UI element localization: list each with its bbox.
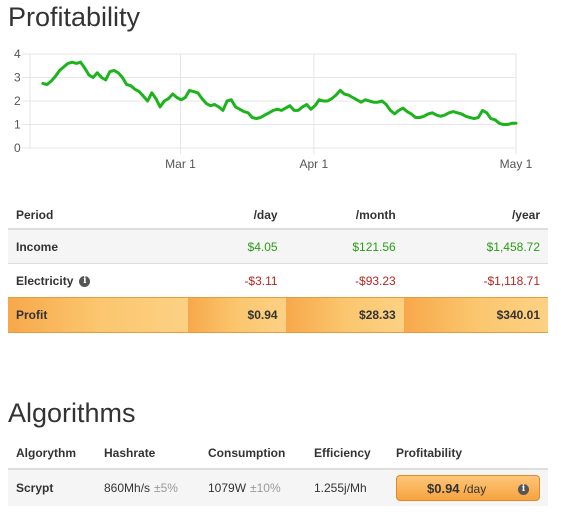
x-tick-label: Apr 1 <box>300 157 329 171</box>
profit-label: Profit <box>8 297 188 333</box>
y-tick-label: 2 <box>14 94 21 108</box>
efficiency-value[interactable]: 1.255j/Mh <box>306 469 388 506</box>
algorithms-heading: Algorithms <box>8 398 136 428</box>
hashrate-tolerance: ±5% <box>154 481 178 495</box>
electricity-year: -$1,118.71 <box>403 263 548 298</box>
algorithms-header-row: Algorythm Hashrate Consumption Efficienc… <box>8 438 548 470</box>
profit-row: Profit $0.94 $28.33 $340.01 <box>8 297 548 333</box>
algorythm-header: Algorythm <box>8 438 96 470</box>
consumption-value: 1079W <box>208 481 247 495</box>
income-row: Income $4.05 $121.56 $1,458.72 <box>8 228 548 264</box>
profitability-table: Period /day /month /year Income $4.05 $1… <box>8 202 548 333</box>
y-tick-label: 1 <box>14 118 21 132</box>
table-row: Scrypt 860Mh/s ±5% 1079W ±10% 1.255j/Mh $0… <box>8 469 548 506</box>
electricity-day: -$3.11 <box>187 263 286 298</box>
month-header: /month <box>285 202 404 230</box>
electricity-row: Electricity i -$3.11 -$93.23 -$1,118.71 <box>8 263 548 298</box>
profit-month: $28.33 <box>285 297 404 333</box>
day-header: /day <box>187 202 286 230</box>
income-day: $4.05 <box>187 228 286 264</box>
algorithm-name: Scrypt <box>8 469 96 506</box>
chart-y-ticks: 0 1 2 3 4 <box>14 47 21 155</box>
y-tick-label: 4 <box>14 47 21 61</box>
income-label: Income <box>8 228 188 264</box>
chart-x-ticks: Mar 1 Apr 1 May 1 <box>165 157 532 171</box>
period-header: Period <box>8 202 188 230</box>
profitability-badge[interactable]: $0.94/day i <box>396 475 540 501</box>
y-tick-label: 0 <box>14 141 21 155</box>
profit-day: $0.94 <box>187 297 286 333</box>
hashrate-cell: 860Mh/s ±5% <box>96 469 200 506</box>
year-header: /year <box>403 202 548 230</box>
profit-period: /day <box>463 482 487 496</box>
profitability-cell: $0.94/day i <box>388 469 548 506</box>
hashrate-value: 860Mh/s <box>104 481 151 495</box>
y-tick-label: 3 <box>14 71 21 85</box>
x-tick-label: May 1 <box>500 157 533 171</box>
algorithms-table: Algorythm Hashrate Consumption Efficienc… <box>8 438 548 506</box>
chart-grid <box>22 53 517 154</box>
electricity-label-cell: Electricity i <box>8 263 188 298</box>
efficiency-header: Efficiency <box>306 438 388 470</box>
consumption-cell: 1079W ±10% <box>200 469 306 506</box>
income-year: $1,458.72 <box>403 228 548 264</box>
profitability-heading: Profitability <box>8 2 141 32</box>
profit-year: $340.01 <box>403 297 548 333</box>
income-month: $121.56 <box>285 228 404 264</box>
consumption-header: Consumption <box>200 438 306 470</box>
profit-amount: $0.94 <box>427 481 460 496</box>
table-header-row: Period /day /month /year <box>8 202 548 230</box>
profitability-line <box>41 60 518 126</box>
info-icon[interactable]: i <box>79 275 91 287</box>
profitability-chart: 0 1 2 3 4 Mar 1 Apr 1 May 1 <box>14 47 533 171</box>
info-icon[interactable]: i <box>518 484 529 495</box>
consumption-tolerance: ±10% <box>250 481 281 495</box>
electricity-label: Electricity <box>16 273 74 288</box>
profitability-header: Profitability <box>388 438 548 470</box>
x-tick-label: Mar 1 <box>165 157 196 171</box>
hashrate-header: Hashrate <box>96 438 200 470</box>
electricity-month: -$93.23 <box>285 263 404 298</box>
